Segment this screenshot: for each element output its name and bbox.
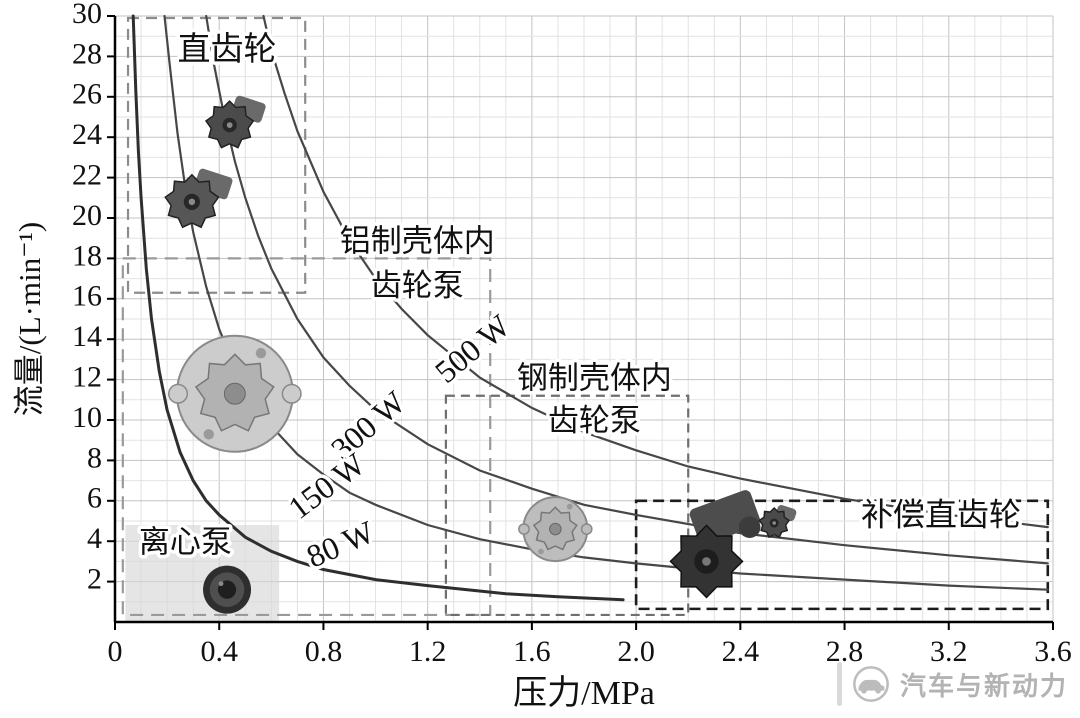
y-tick-label: 30	[72, 0, 102, 30]
y-tick-label: 8	[87, 441, 102, 474]
region-compensated-spur-gear	[634, 499, 1050, 611]
label-steel-line2: 齿轮泵	[548, 403, 641, 438]
x-tick-label: 1.6	[513, 635, 551, 668]
y-tick-label: 26	[72, 78, 102, 111]
label-80w: 80 W	[301, 513, 380, 575]
compensated-pump-assembly-icon	[669, 490, 761, 599]
label-spur-gear: 直齿轮	[178, 31, 277, 68]
x-tick-label: 0	[108, 635, 123, 668]
label-compensated: 补偿直齿轮	[861, 496, 1021, 532]
steel-gerotor-pump-icon	[518, 496, 593, 563]
region-aluminum-internal-gear-pump	[121, 257, 492, 617]
y-tick-label: 10	[72, 401, 102, 434]
car-logo-icon	[853, 666, 889, 702]
label-150w: 150 W	[281, 445, 372, 526]
y-tick-label: 12	[72, 360, 102, 393]
spur-gear-pump-large-icon	[164, 168, 233, 229]
region-spur-gear	[126, 16, 307, 294]
compensated-pump-parts-icon	[758, 505, 797, 539]
x-tick-label: 2.4	[722, 635, 760, 668]
y-tick-label: 14	[72, 320, 102, 353]
watermark: 汽车与新动力	[836, 662, 1068, 706]
y-tick-label: 18	[72, 239, 102, 272]
label-aluminum-line2: 齿轮泵	[371, 268, 464, 303]
y-tick-label: 2	[87, 562, 102, 595]
label-steel-line1: 钢制壳体内	[517, 361, 672, 396]
y-tick-label: 4	[87, 522, 102, 555]
x-tick-label: 3.6	[1034, 635, 1072, 668]
aluminum-gerotor-pump-icon	[167, 334, 302, 453]
y-tick-label: 6	[87, 482, 102, 515]
x-tick-label: 2.8	[826, 635, 864, 668]
spur-gear-pump-small-icon	[204, 95, 266, 149]
y-tick-label: 22	[72, 158, 102, 191]
y-axis-title: 流量/(L·min⁻¹)	[12, 222, 47, 416]
curve-80w	[131, 14, 625, 602]
x-tick-label: 0.8	[305, 635, 343, 668]
label-aluminum-line1: 铝制壳体内	[340, 223, 495, 258]
label-centrifugal: 离心泵	[139, 524, 232, 559]
x-tick-label: 0.4	[200, 635, 238, 668]
x-tick-label: 2.0	[617, 635, 655, 668]
region-steel-internal-gear-pump	[444, 394, 690, 617]
x-tick-label: 3.2	[930, 635, 968, 668]
y-tick-label: 20	[72, 199, 102, 232]
y-tick-label: 16	[72, 280, 102, 313]
y-tick-label: 24	[72, 118, 102, 151]
watermark-text: 汽车与新动力	[899, 670, 1068, 701]
watermark-divider	[836, 662, 842, 706]
y-tick-label: 28	[72, 37, 102, 70]
x-tick-label: 1.2	[409, 635, 447, 668]
curve-500w	[262, 14, 1049, 529]
x-axis-title: 压力/MPa	[513, 674, 655, 712]
centrifugal-pump-icon	[203, 565, 252, 614]
